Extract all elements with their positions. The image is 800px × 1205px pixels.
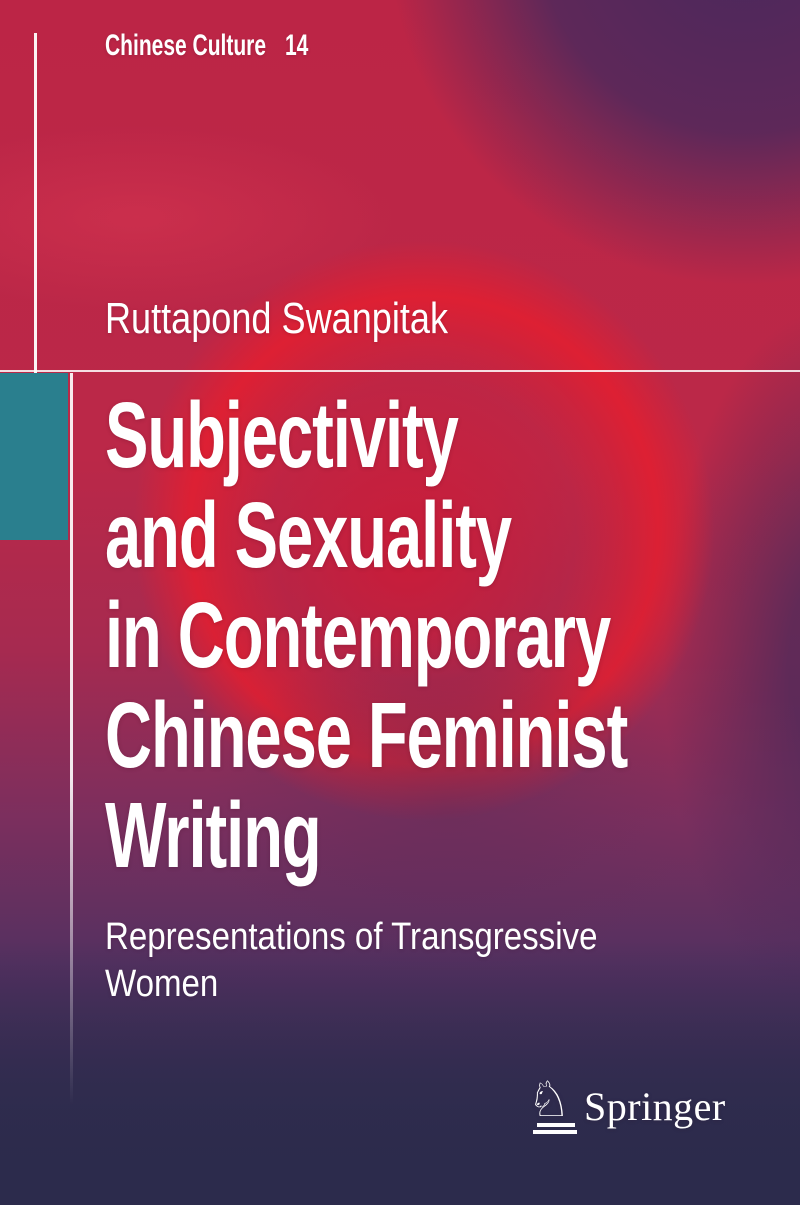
horizontal-rule-title-top — [0, 370, 800, 372]
series-volume-number: 14 — [285, 29, 309, 62]
subtitle-line-1: Representations of Transgressive — [105, 916, 598, 958]
book-subtitle: Representations of Transgressive Women — [105, 914, 671, 1008]
springer-horse-icon: ♘ — [527, 1071, 571, 1128]
springer-wordmark: Springer — [584, 1084, 726, 1129]
subtitle-line-2: Women — [105, 963, 219, 1005]
vertical-rule-left — [70, 373, 73, 1105]
series-title: Chinese Culture — [105, 29, 267, 62]
author-name: Ruttapond Swanpitak — [105, 294, 448, 343]
title-line-2: and Sexuality — [105, 483, 512, 587]
vertical-rule-top — [34, 33, 37, 540]
springer-logo-baseline-lower — [533, 1129, 577, 1134]
title-line-4: Chinese Feminist — [105, 683, 628, 787]
title-line-1: Subjectivity — [105, 383, 459, 487]
title-line-5: Writing — [105, 783, 322, 887]
title-line-3: in Contemporary — [105, 583, 611, 687]
book-title: Subjectivity and Sexuality in Contempora… — [105, 385, 800, 885]
springer-logo-baseline-upper — [537, 1123, 575, 1127]
series-accent-block — [0, 373, 68, 540]
